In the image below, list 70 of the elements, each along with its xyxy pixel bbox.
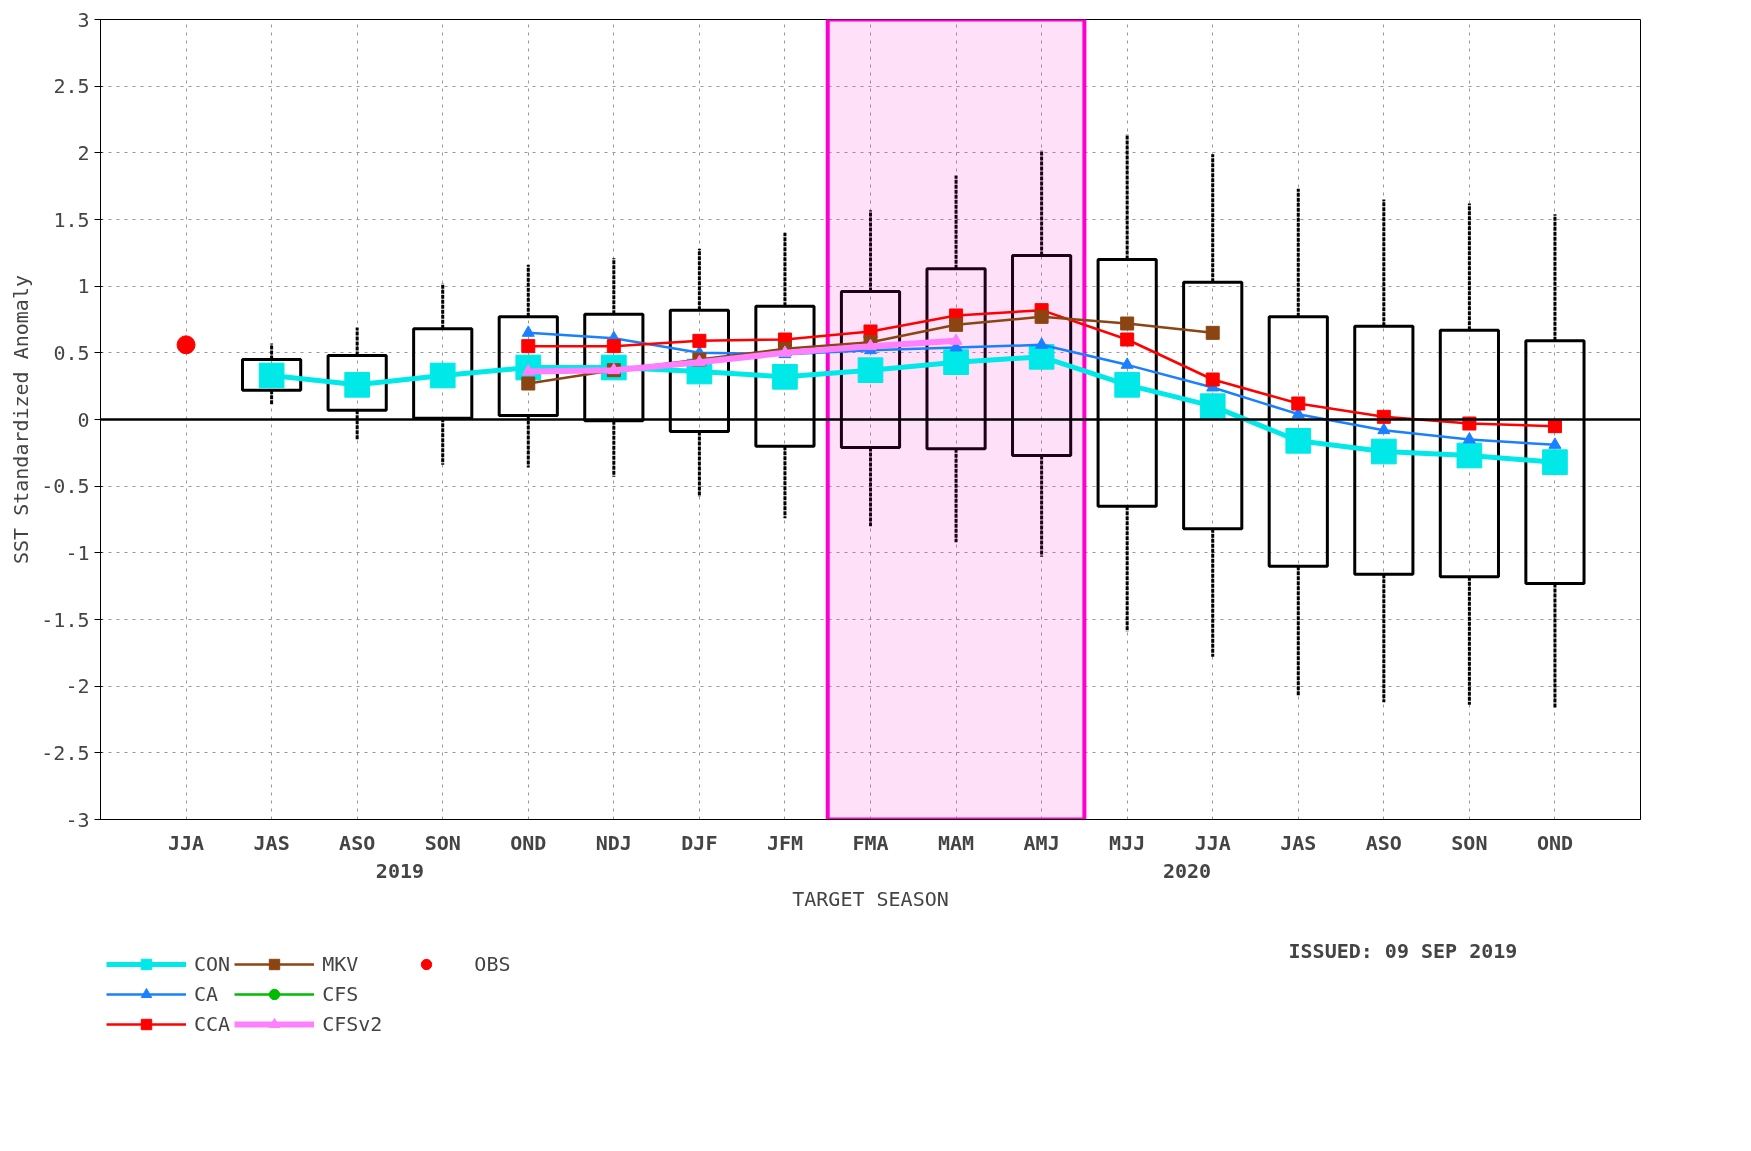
legend-label: CFS <box>322 982 359 1006</box>
point <box>521 376 536 391</box>
point <box>1205 372 1220 387</box>
point <box>521 325 535 337</box>
y-tick-label: -1 <box>65 540 90 565</box>
point <box>857 357 884 384</box>
x-tick-label: JFM <box>766 830 804 855</box>
point <box>1205 325 1220 340</box>
legend-label: CCA <box>194 1012 231 1036</box>
point <box>1542 449 1568 476</box>
y-tick-label: 1 <box>77 274 90 299</box>
x-tick-label: ASO <box>1365 830 1402 855</box>
text: 2020 <box>1162 858 1212 883</box>
x-tick-label: SON <box>1451 830 1488 855</box>
point <box>1034 309 1049 324</box>
y-tick-label: 0.5 <box>53 340 90 365</box>
legend-label: OBS <box>474 952 511 976</box>
x-tick-label: MJJ <box>1109 830 1146 855</box>
x-tick-label: ASO <box>339 830 376 855</box>
legend-label: CFSv2 <box>322 1012 383 1036</box>
legend-label: CA <box>194 982 219 1006</box>
y-tick-label: -3 <box>65 807 90 832</box>
x-tick-label: JAS <box>1280 830 1317 855</box>
text: ISSUED: 09 SEP 2019 <box>1288 938 1518 963</box>
point <box>943 349 969 376</box>
y-tick-label: -0.5 <box>41 474 90 499</box>
y-tick-label: -1.5 <box>41 607 90 632</box>
point <box>1120 332 1135 347</box>
x-tick-label: FMA <box>852 830 889 855</box>
x-tick-label: AMJ <box>1023 830 1060 855</box>
x-tick-label: JJA <box>1194 830 1231 855</box>
point <box>692 333 707 348</box>
x-axis-title: TARGET SEASON <box>792 886 949 911</box>
point <box>1548 437 1562 449</box>
x-tick-label: MAM <box>937 830 975 855</box>
x-tick-label: SON <box>424 830 461 855</box>
y-tick-label: 3 <box>77 7 90 32</box>
point <box>949 333 963 345</box>
x-tick-label: OND <box>1536 830 1574 855</box>
text: 2019 <box>375 858 425 883</box>
y-axis-title: SST Standardized Anomaly <box>9 275 34 564</box>
point <box>521 339 536 354</box>
y-tick-label: 1.5 <box>53 207 90 232</box>
y-tick-label: -2 <box>65 674 90 699</box>
y-tick-label: -2.5 <box>41 740 90 765</box>
legend-label: MKV <box>322 952 359 976</box>
x-tick-label: OND <box>510 830 547 855</box>
x-tick-label: DJF <box>681 830 718 855</box>
point <box>176 335 196 355</box>
point <box>1291 396 1306 411</box>
x-tick-label: NDJ <box>595 830 632 855</box>
legend-label: CON <box>194 952 231 976</box>
y-tick-label: 2.5 <box>53 74 90 99</box>
point <box>1462 432 1476 444</box>
point <box>949 317 964 332</box>
point <box>1456 442 1483 469</box>
point <box>1035 337 1049 349</box>
point <box>1285 427 1312 454</box>
x-tick-label: JJA <box>167 830 205 855</box>
point <box>1370 438 1397 465</box>
point <box>606 339 621 354</box>
y-tick-label: 0 <box>77 407 90 432</box>
point <box>772 363 798 390</box>
point <box>1199 393 1226 420</box>
point <box>1120 316 1135 331</box>
point <box>1120 357 1134 369</box>
y-tick-label: 2 <box>77 140 90 165</box>
point <box>1114 371 1141 398</box>
x-tick-label: JAS <box>253 830 290 855</box>
point <box>1377 422 1391 435</box>
